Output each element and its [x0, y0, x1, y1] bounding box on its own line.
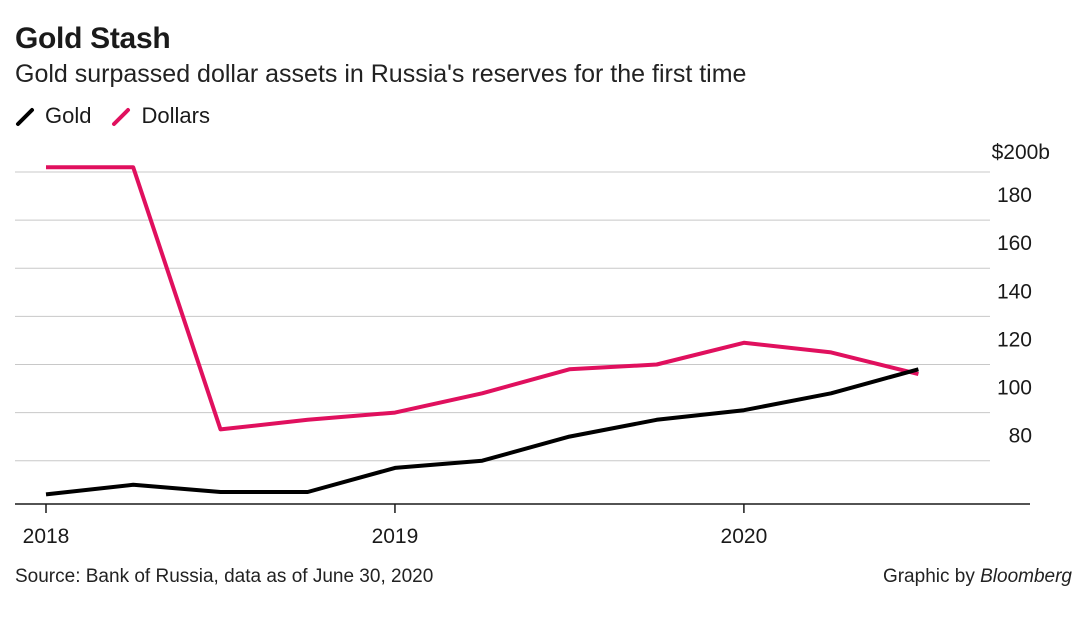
- series-line-dollars: [46, 165, 919, 432]
- legend-swatch-gold: [16, 108, 34, 126]
- chart-subtitle: Gold surpassed dollar assets in Russia's…: [15, 60, 747, 88]
- y-tick-label-80: 80: [1009, 425, 1032, 448]
- series-line-gold: [45, 367, 919, 497]
- x-axis: [15, 503, 1030, 513]
- legend-item-gold: Gold: [15, 103, 91, 129]
- y-tick-label-180: 180: [997, 184, 1032, 207]
- graphic-credit: Graphic by Bloomberg: [883, 566, 1072, 588]
- chart-title: Gold Stash: [15, 22, 171, 55]
- y-tick-label-200: $200b: [992, 141, 1050, 164]
- legend-item-dollars: Dollars: [111, 103, 210, 129]
- series-lines: [45, 165, 919, 497]
- y-tick-label-140: 140: [997, 280, 1032, 303]
- legend-label-gold: Gold: [45, 103, 92, 128]
- credit-brand-logo: Bloomberg: [980, 566, 1072, 587]
- tick-labels: 80 100 120 140 160 180 $200b 2018 2019 2020: [23, 141, 1050, 548]
- y-tick-label-120: 120: [997, 328, 1032, 351]
- source-note: Source: Bank of Russia, data as of June …: [15, 566, 434, 587]
- y-tick-label-160: 160: [997, 232, 1032, 255]
- x-tick-label-2018: 2018: [23, 525, 70, 548]
- y-tick-label-100: 100: [997, 377, 1032, 400]
- x-tick-label-2019: 2019: [372, 525, 419, 548]
- gridlines: [15, 171, 990, 462]
- legend-label-dollars: Dollars: [141, 103, 210, 128]
- x-tick-label-2020: 2020: [721, 525, 768, 548]
- legend-swatch-dollars: [112, 108, 131, 126]
- legend: Gold Dollars: [15, 103, 230, 129]
- credit-prefix: Graphic by: [882, 566, 975, 587]
